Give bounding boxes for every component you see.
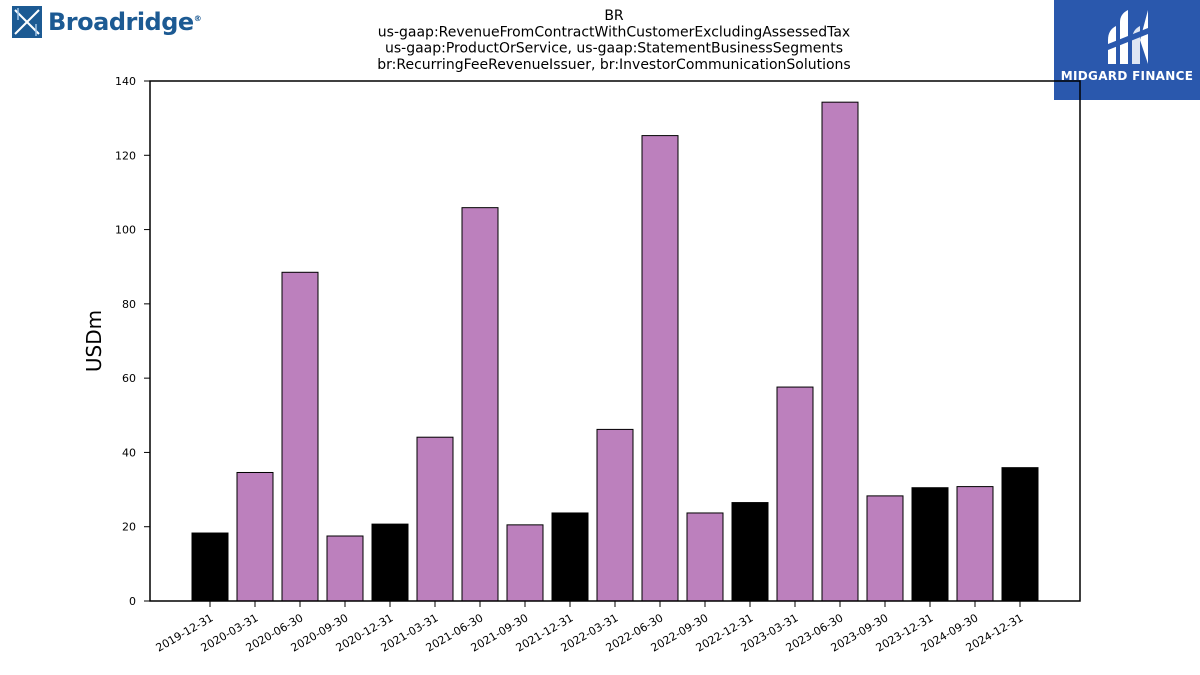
bar-2019-12-31	[191, 532, 229, 602]
y-axis-label: USDm	[82, 310, 106, 372]
bar-2023-09-30	[866, 495, 904, 602]
bar-2020-06-30	[281, 271, 319, 602]
bar-2022-12-31	[731, 502, 769, 602]
bar-2020-12-31	[371, 523, 409, 602]
bar-2020-09-30	[326, 535, 364, 602]
midgard-wordmark: MIDGARD FINANCE	[1060, 69, 1194, 83]
bar-2021-03-31	[416, 436, 454, 602]
y-tick-label: 0	[129, 595, 136, 608]
bar-2021-06-30	[461, 207, 499, 602]
y-axis-label-group: USDm	[82, 310, 106, 372]
midgard-finance-logo: MIDGARD FINANCE	[1054, 0, 1200, 100]
y-tick-label: 120	[115, 149, 136, 162]
x-axis: 2019-12-312020-03-312020-06-302020-09-30…	[154, 601, 1026, 655]
midgard-emblem-icon	[1108, 10, 1148, 64]
chart-title-line: BR	[604, 8, 624, 24]
bar-2023-06-30	[821, 101, 859, 602]
chart-title: BRus-gaap:RevenueFromContractWithCustome…	[377, 8, 850, 73]
bar-2022-06-30	[641, 135, 679, 602]
chart-title-line: br:RecurringFeeRevenueIssuer, br:Investo…	[377, 57, 850, 73]
y-tick-label: 40	[122, 446, 136, 459]
bars	[191, 101, 1039, 602]
broadridge-logo: Broadridge®	[12, 6, 202, 38]
bar-2024-12-31	[1001, 467, 1039, 602]
y-tick-label: 60	[122, 372, 136, 385]
y-tick-label: 20	[122, 521, 136, 534]
broadridge-wordmark: Broadridge®	[48, 8, 202, 36]
bar-2022-09-30	[686, 512, 724, 602]
y-axis: 0 20 40 60 80 100 120 140	[115, 75, 150, 608]
y-tick-label: 80	[122, 298, 136, 311]
chart-title-line: us-gaap:RevenueFromContractWithCustomerE…	[378, 24, 850, 40]
bar-2020-03-31	[236, 471, 274, 602]
bar-2021-12-31	[551, 512, 589, 602]
chart-title-line: us-gaap:ProductOrService, us-gaap:Statem…	[385, 41, 843, 57]
y-tick-label: 140	[115, 75, 136, 88]
broadridge-emblem-icon	[12, 6, 42, 38]
bar-2022-03-31	[596, 428, 634, 602]
bar-2021-09-30	[506, 524, 544, 602]
bar-2023-03-31	[776, 386, 814, 602]
y-tick-label: 100	[115, 224, 136, 237]
plot-frame	[149, 80, 1081, 602]
bar-2023-12-31	[911, 487, 949, 602]
bar-2024-09-30	[956, 486, 994, 602]
